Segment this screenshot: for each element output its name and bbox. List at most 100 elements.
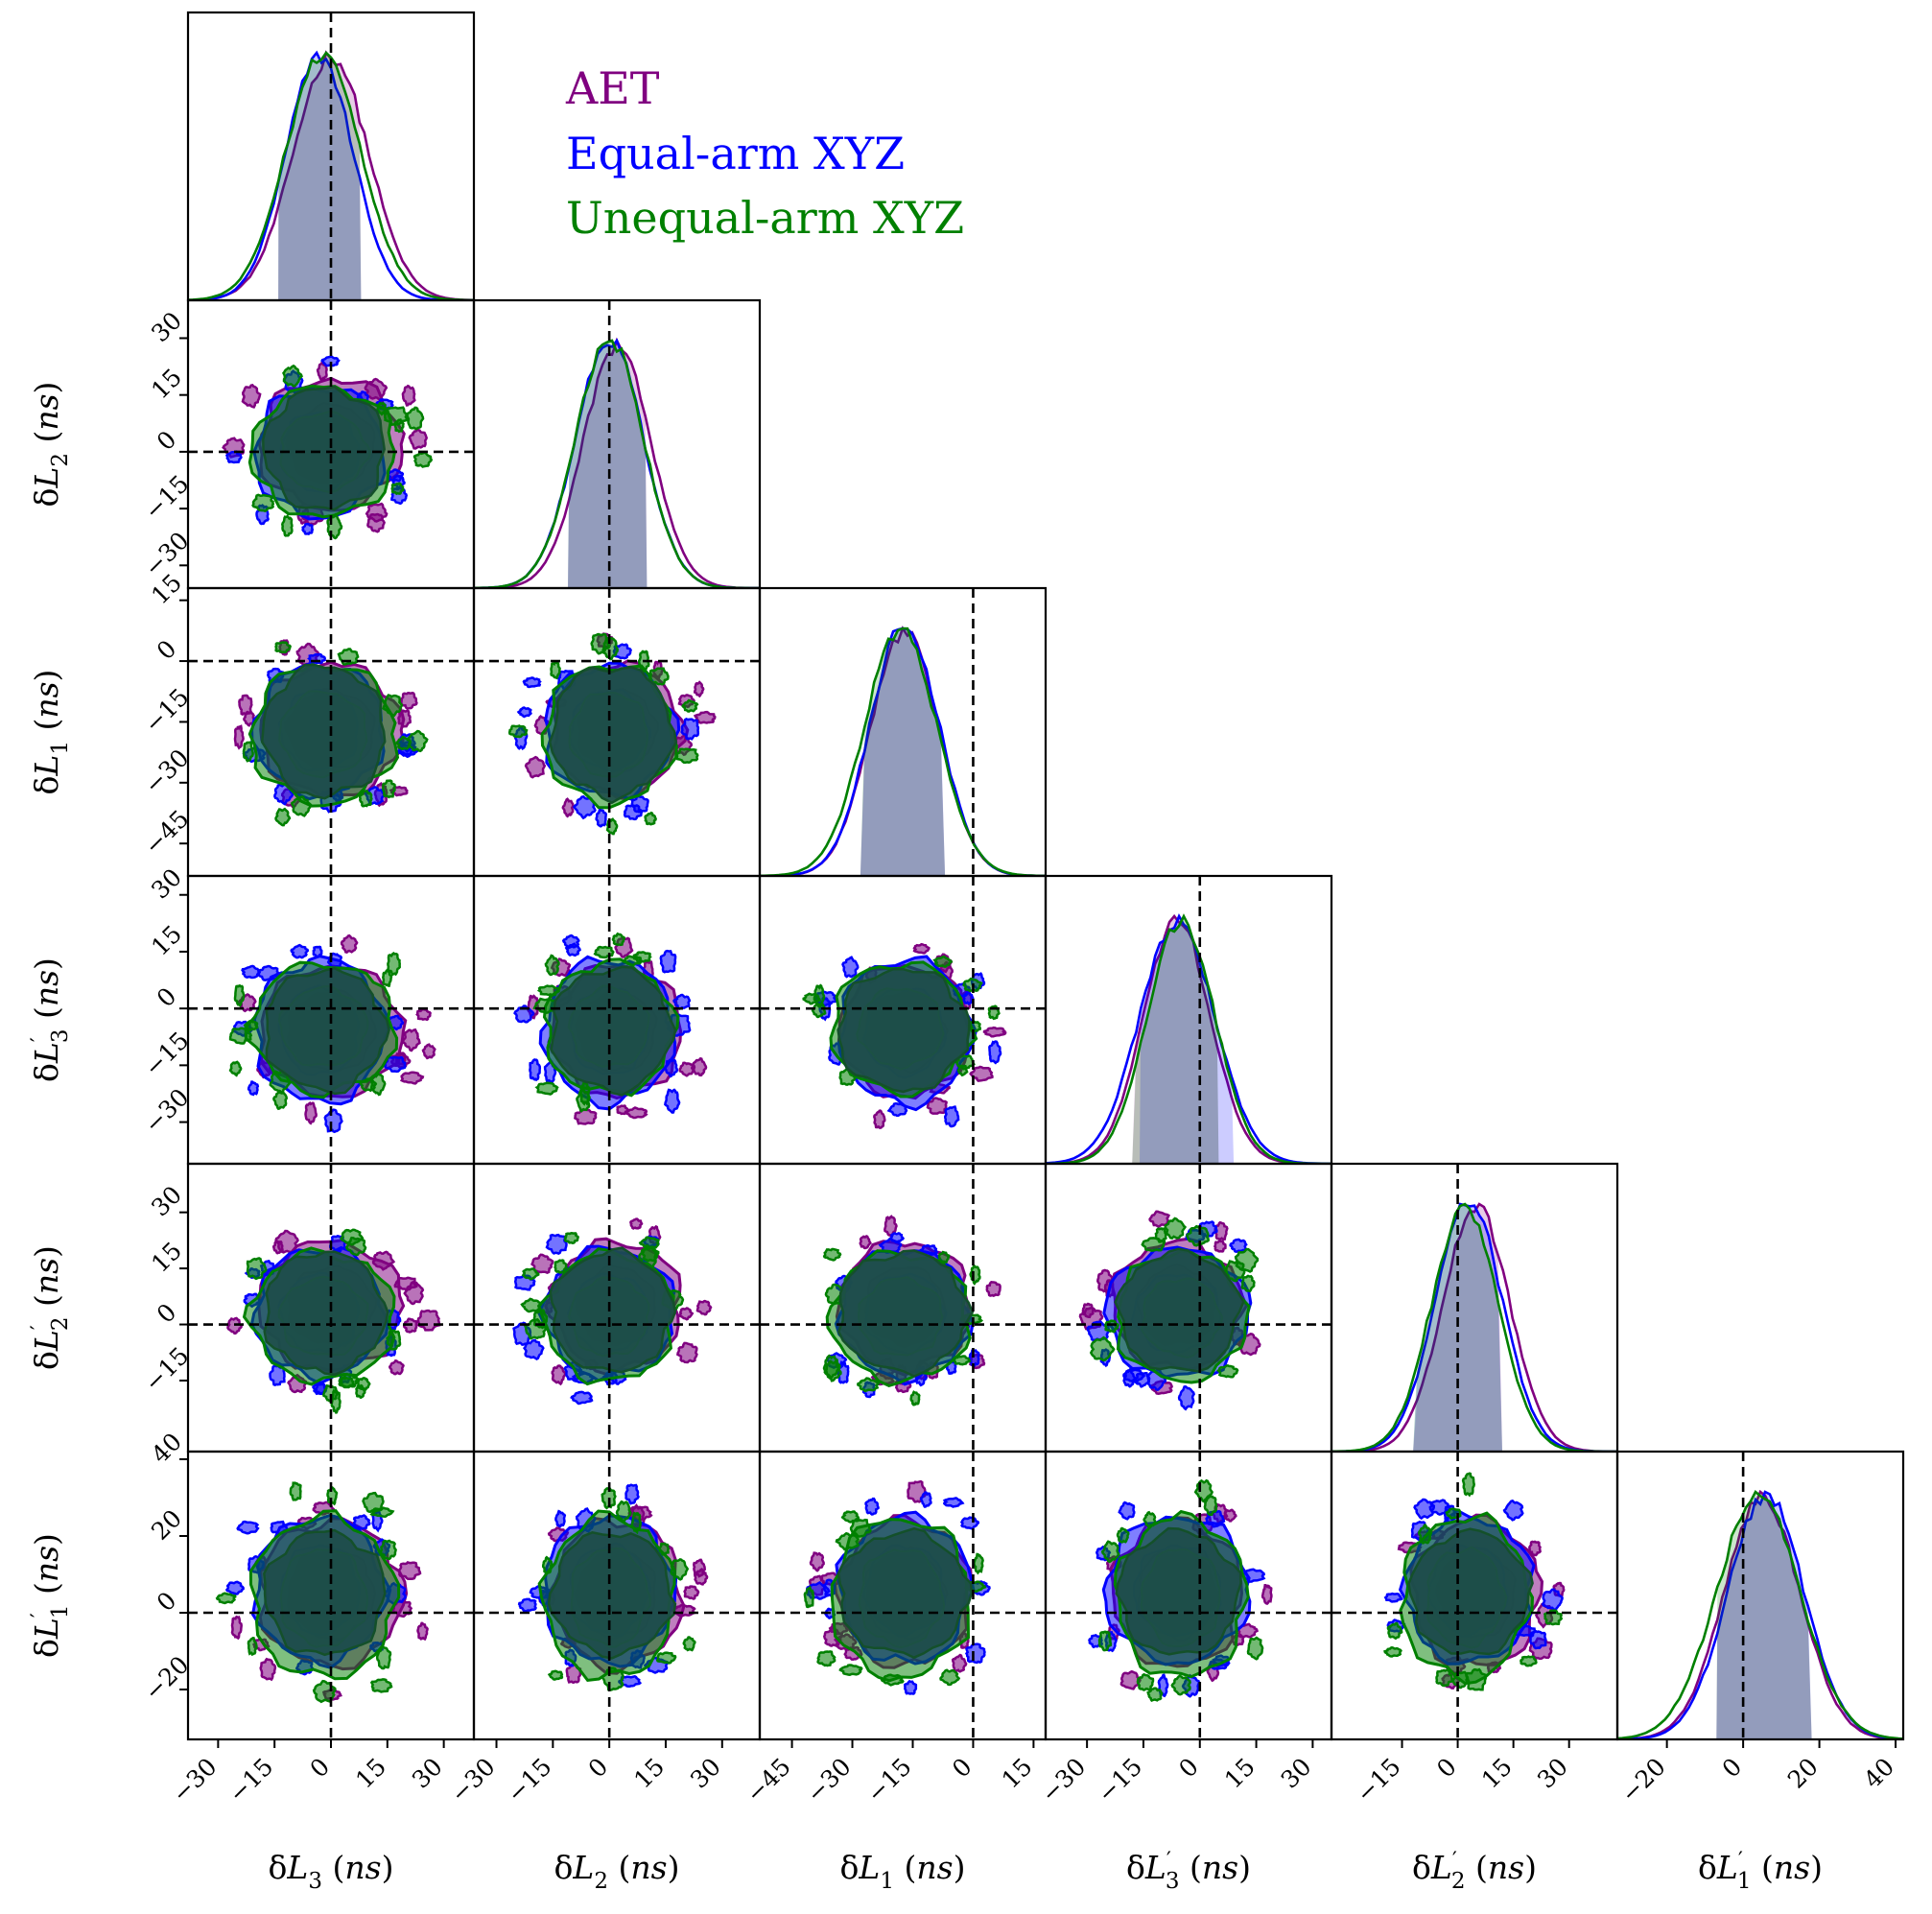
- x-tick-label: −30: [801, 1753, 857, 1808]
- contour-island-unequal-arm-xyz: [658, 1542, 671, 1556]
- contour-island-aet: [551, 1364, 567, 1386]
- contour-island-unequal-arm-xyz: [615, 1500, 632, 1524]
- contour-island-equal-arm-xyz: [623, 804, 644, 821]
- y-tick-label: 15: [146, 1237, 187, 1278]
- contour-island-aet: [678, 1061, 695, 1077]
- contour-island-unequal-arm-xyz: [344, 1236, 367, 1257]
- contour-island-unequal-arm-xyz: [1240, 1274, 1256, 1293]
- marginal-ci-aet: [568, 341, 648, 588]
- y-axis-label-dL2p: δL′2 (ns): [28, 1245, 73, 1370]
- contour-island-unequal-arm-xyz: [1418, 1523, 1433, 1545]
- x-tick-label: 15: [628, 1753, 670, 1794]
- contour-island-aet: [241, 384, 262, 409]
- panel-content: [1046, 1164, 1331, 1452]
- marginal-ci-aet: [1413, 1204, 1502, 1452]
- contour-island-unequal-arm-xyz: [550, 660, 561, 680]
- x-axis-label-dL3: δL3 (ns): [269, 1849, 394, 1894]
- contour-island-unequal-arm-xyz: [554, 1259, 569, 1274]
- contour-overlap-core: [547, 1530, 677, 1660]
- x-tick-label: 15: [350, 1753, 391, 1794]
- contour-island-equal-arm-xyz: [595, 808, 607, 828]
- contour-island-equal-arm-xyz: [959, 1516, 980, 1530]
- contour-island-unequal-arm-xyz: [281, 514, 294, 537]
- contour-island-unequal-arm-xyz: [246, 1257, 268, 1281]
- contour-island-unequal-arm-xyz: [822, 1354, 840, 1380]
- y-tick-label: 0: [152, 425, 182, 456]
- contour-island-unequal-arm-xyz: [536, 984, 560, 997]
- y-tick-label: 0: [152, 1586, 182, 1617]
- contour-island-aet: [226, 1316, 243, 1335]
- panel-dL2-vs-dL2: [472, 298, 762, 590]
- panel-dL3-vs-dL3: [186, 11, 476, 302]
- contour-island-unequal-arm-xyz: [381, 694, 404, 718]
- y-tick-label: 15: [146, 920, 187, 961]
- legend-entry-unequal-arm-xyz: Unequal-arm XYZ: [566, 192, 964, 244]
- contour-island-aet: [230, 1615, 243, 1641]
- contour-island-unequal-arm-xyz: [520, 1297, 543, 1313]
- contour-island-aet: [616, 1104, 629, 1116]
- contour-island-aet: [401, 1028, 421, 1052]
- contour-island-equal-arm-xyz: [517, 1597, 537, 1613]
- contour-island-aet: [238, 694, 253, 717]
- contour-island-unequal-arm-xyz: [909, 1390, 921, 1406]
- contour-island-unequal-arm-xyz: [849, 1518, 872, 1538]
- marginal-ci-unequal-arm-xyz: [278, 53, 362, 300]
- contour-island-aet: [416, 1621, 429, 1642]
- contour-island-aet: [1213, 1240, 1227, 1253]
- contour-island-equal-arm-xyz: [1177, 1385, 1195, 1411]
- contour-island-unequal-arm-xyz: [1141, 1237, 1166, 1252]
- contour-island-aet: [421, 1043, 436, 1060]
- contour-overlap-core: [550, 965, 677, 1097]
- contour-island-aet: [859, 1235, 872, 1250]
- contour-island-unequal-arm-xyz: [382, 779, 396, 799]
- contour-island-aet: [416, 1309, 441, 1332]
- panel-content: [1331, 1164, 1617, 1452]
- panel-dL3p-vs-dL3p: [1044, 874, 1333, 1166]
- contour-island-aet: [982, 1026, 1007, 1038]
- panel-dL3p-vs-dL3: −30−15 0 15 30: [139, 863, 476, 1166]
- contour-island-equal-arm-xyz: [564, 942, 581, 957]
- contour-island-unequal-arm-xyz: [1164, 1217, 1188, 1240]
- contour-island-unequal-arm-xyz: [857, 1377, 881, 1393]
- contour-island-unequal-arm-xyz: [228, 1060, 243, 1077]
- contour-island-aet: [274, 1229, 299, 1254]
- x-tick-label: 30: [407, 1753, 448, 1794]
- contour-island-unequal-arm-xyz: [322, 1383, 339, 1403]
- y-tick-label: −15: [139, 683, 195, 739]
- x-axis-label-dL1p: δL′ 1 (ns): [1698, 1849, 1823, 1894]
- contour-island-equal-arm-xyz: [680, 717, 700, 741]
- y-axis-label-dL2: δL2 (ns): [28, 382, 73, 508]
- x-tick-label: 0: [583, 1753, 614, 1784]
- contour-island-equal-arm-xyz: [864, 1497, 880, 1516]
- panel-content: [1046, 1452, 1331, 1739]
- contour-overlap-core: [265, 966, 390, 1096]
- x-tick-label: 30: [685, 1753, 726, 1794]
- y-tick-label: −45: [139, 805, 195, 861]
- contour-island-equal-arm-xyz: [841, 956, 860, 979]
- contour-island-unequal-arm-xyz: [338, 1376, 355, 1389]
- y-tick-label: 30: [146, 306, 187, 347]
- contour-island-aet: [243, 710, 256, 727]
- contour-island-unequal-arm-xyz: [382, 968, 393, 987]
- marginal-ci-equal-arm-xyz: [568, 341, 648, 588]
- x-tick-label: −30: [445, 1753, 501, 1808]
- contour-island-equal-arm-xyz: [1134, 1371, 1151, 1388]
- contour-island-unequal-arm-xyz: [822, 1247, 842, 1262]
- panel-dL1p-vs-dL2p: −15 0 15 30: [1330, 1450, 1619, 1808]
- contour-island-unequal-arm-xyz: [406, 406, 425, 431]
- contour-island-equal-arm-xyz: [659, 949, 677, 974]
- contour-island-equal-arm-xyz: [290, 943, 310, 959]
- panel-content: [760, 1452, 1046, 1739]
- panel-content: [760, 1164, 1046, 1452]
- contour-island-unequal-arm-xyz: [247, 1636, 258, 1657]
- x-axis-label-dL3p: δL′ 3 (ns): [1126, 1849, 1251, 1894]
- contour-island-equal-arm-xyz: [964, 1642, 986, 1665]
- contour-island-aet: [683, 1585, 700, 1600]
- x-tick-label: 0: [1431, 1753, 1462, 1784]
- contour-overlap-core: [263, 1250, 389, 1377]
- contour-island-equal-arm-xyz: [352, 1514, 371, 1530]
- contour-island-unequal-arm-xyz: [939, 1668, 961, 1687]
- contour-island-unequal-arm-xyz: [390, 482, 405, 496]
